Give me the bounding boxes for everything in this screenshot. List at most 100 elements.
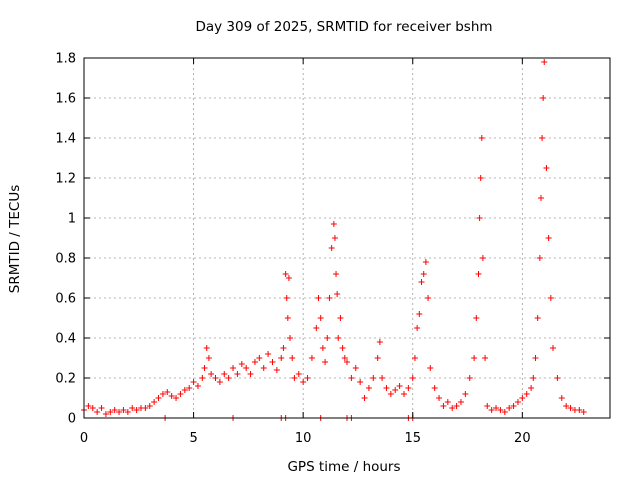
data-point bbox=[304, 375, 311, 381]
data-point bbox=[387, 391, 394, 397]
data-point bbox=[477, 175, 484, 181]
data-point bbox=[265, 351, 272, 357]
y-tick-label: 0.8 bbox=[55, 252, 76, 267]
data-point bbox=[317, 315, 324, 321]
data-point bbox=[425, 295, 432, 301]
data-point bbox=[528, 385, 535, 391]
data-point bbox=[497, 407, 504, 413]
data-point bbox=[379, 375, 386, 381]
data-point bbox=[124, 409, 131, 415]
data-point bbox=[216, 379, 223, 385]
data-point bbox=[269, 359, 276, 365]
y-tick-label: 1 bbox=[68, 212, 76, 227]
data-point bbox=[523, 391, 530, 397]
data-point bbox=[536, 255, 543, 261]
data-point bbox=[547, 295, 554, 301]
data-point bbox=[330, 221, 337, 227]
data-point bbox=[308, 355, 315, 361]
data-point bbox=[181, 387, 188, 393]
data-point bbox=[251, 359, 258, 365]
grid-lines bbox=[84, 58, 610, 418]
data-point bbox=[488, 407, 495, 413]
data-point bbox=[295, 371, 302, 377]
data-point bbox=[315, 295, 322, 301]
x-tick-label: 20 bbox=[514, 431, 531, 446]
data-point bbox=[247, 371, 254, 377]
data-point bbox=[201, 365, 208, 371]
data-point bbox=[285, 275, 292, 281]
data-point bbox=[98, 405, 105, 411]
data-point bbox=[409, 375, 416, 381]
data-point bbox=[519, 395, 526, 401]
data-point bbox=[339, 345, 346, 351]
data-point bbox=[335, 335, 342, 341]
data-point bbox=[129, 405, 136, 411]
y-tick-label: 0.6 bbox=[55, 292, 76, 307]
data-point bbox=[376, 339, 383, 345]
data-point bbox=[212, 375, 219, 381]
data-point bbox=[300, 379, 307, 385]
data-point bbox=[580, 409, 587, 415]
data-point bbox=[392, 387, 399, 393]
data-point bbox=[289, 355, 296, 361]
data-point bbox=[142, 405, 149, 411]
data-point bbox=[102, 411, 109, 417]
data-point bbox=[462, 391, 469, 397]
data-point bbox=[208, 371, 215, 377]
data-point bbox=[540, 95, 547, 101]
data-point bbox=[203, 345, 210, 351]
data-point bbox=[333, 271, 340, 277]
data-point bbox=[344, 359, 350, 365]
data-point bbox=[291, 375, 298, 381]
data-point bbox=[457, 399, 464, 405]
data-point bbox=[177, 391, 184, 397]
data-point bbox=[479, 255, 486, 261]
data-point bbox=[352, 365, 359, 371]
data-point bbox=[111, 407, 118, 413]
data-point bbox=[205, 355, 212, 361]
data-point bbox=[357, 379, 364, 385]
data-point bbox=[337, 315, 344, 321]
y-tick-label: 1.6 bbox=[55, 92, 76, 107]
data-point bbox=[348, 375, 355, 381]
data-point bbox=[159, 391, 166, 397]
data-point bbox=[530, 375, 537, 381]
data-point bbox=[85, 403, 92, 409]
data-point bbox=[313, 325, 320, 331]
y-tick-label: 1.8 bbox=[55, 52, 76, 67]
data-point bbox=[151, 399, 158, 405]
data-point bbox=[420, 271, 427, 277]
data-point bbox=[541, 59, 548, 65]
data-point bbox=[155, 395, 162, 401]
y-tick-label: 1.4 bbox=[55, 132, 76, 147]
x-tick-label: 10 bbox=[295, 431, 312, 446]
data-point bbox=[400, 391, 407, 397]
data-point bbox=[550, 345, 557, 351]
data-point bbox=[576, 407, 583, 413]
x-axis-label: GPS time / hours bbox=[287, 459, 400, 475]
data-point bbox=[493, 405, 500, 411]
data-point bbox=[194, 383, 201, 389]
data-point bbox=[411, 355, 418, 361]
data-point bbox=[243, 365, 250, 371]
y-tick-label: 0.4 bbox=[55, 332, 76, 347]
data-point bbox=[319, 345, 326, 351]
data-point bbox=[466, 375, 473, 381]
data-point bbox=[238, 361, 245, 367]
data-point bbox=[418, 279, 425, 285]
x-tick-label: 0 bbox=[80, 431, 88, 446]
data-point bbox=[322, 359, 329, 365]
data-point bbox=[164, 389, 171, 395]
data-point bbox=[328, 245, 335, 251]
data-point bbox=[374, 355, 381, 361]
data-point bbox=[280, 345, 287, 351]
data-point bbox=[476, 215, 483, 221]
data-point bbox=[473, 315, 480, 321]
data-point bbox=[221, 371, 228, 377]
data-point bbox=[537, 195, 544, 201]
data-point bbox=[282, 271, 289, 277]
data-point bbox=[514, 399, 521, 405]
data-point bbox=[341, 355, 348, 361]
data-point bbox=[361, 395, 368, 401]
